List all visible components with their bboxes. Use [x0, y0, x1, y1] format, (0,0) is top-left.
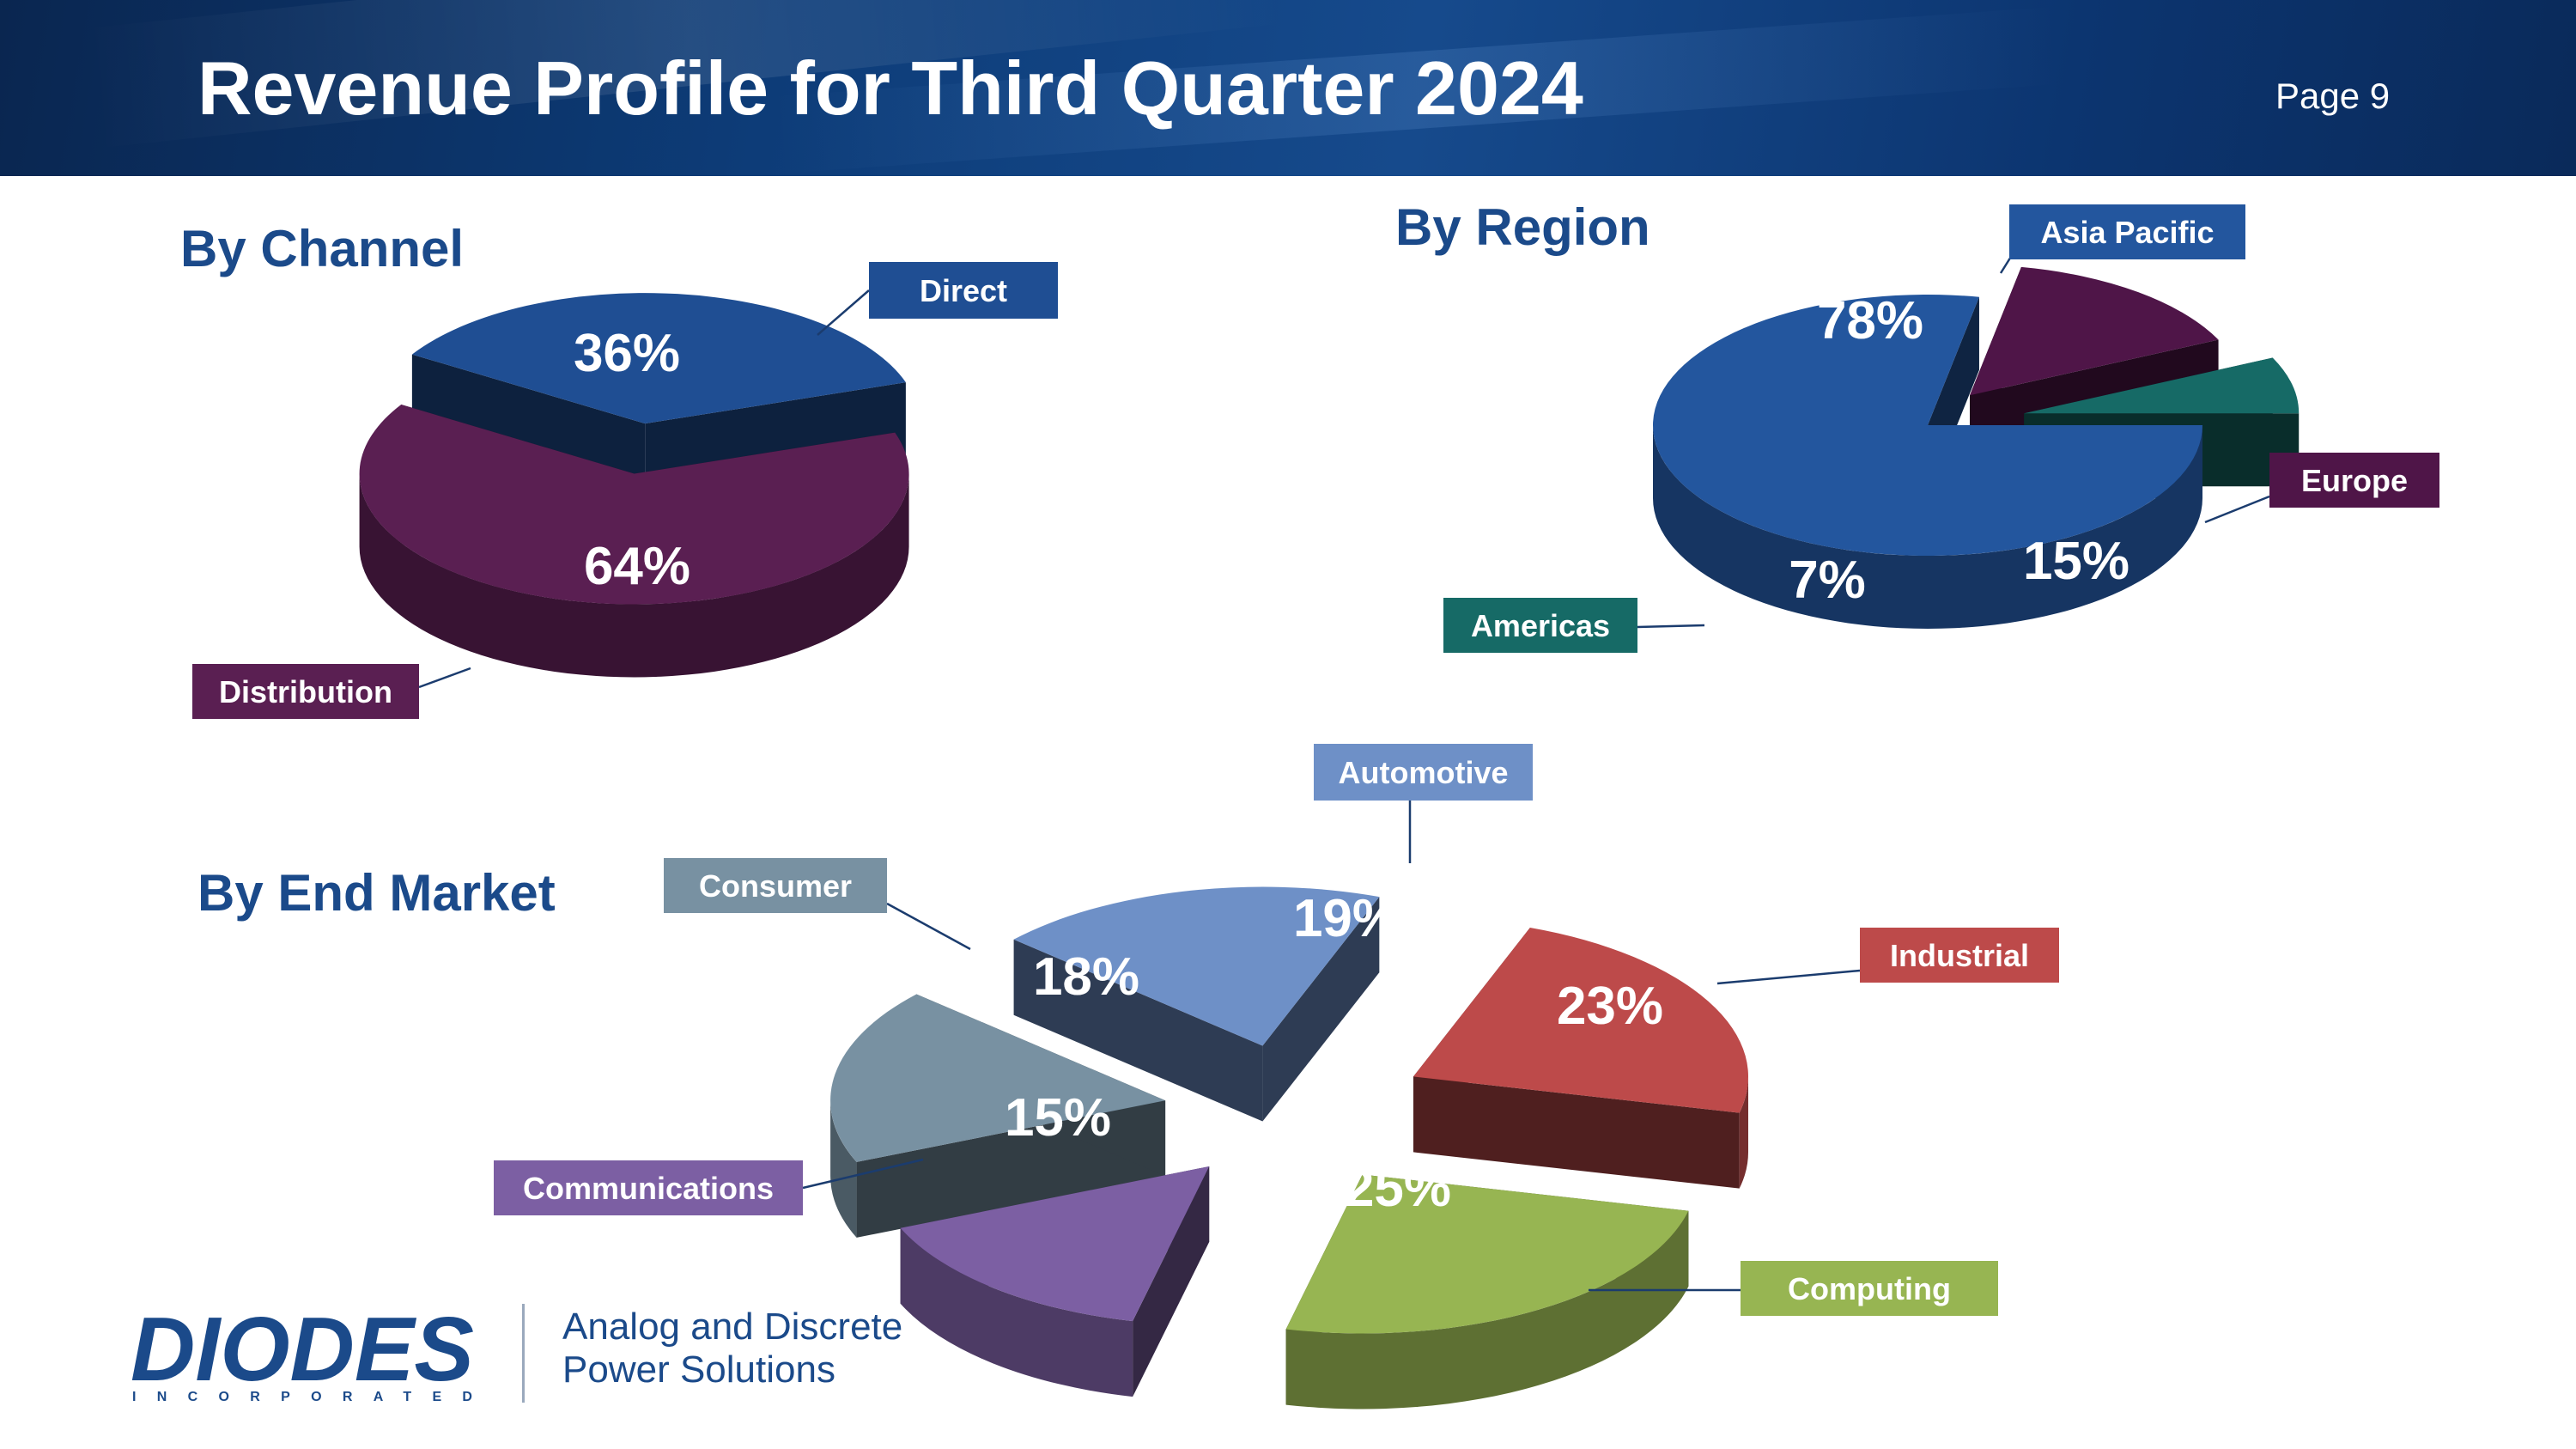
- slice-automotive: [1013, 886, 1380, 1122]
- value-label-asia-pacific: 78%: [1817, 291, 1923, 350]
- slice-industrial-wall: [1739, 1076, 1749, 1189]
- slice-distribution-top: [359, 405, 909, 605]
- category-label-computing: Computing: [1788, 1271, 1951, 1306]
- leader-industrial: [1716, 969, 1861, 985]
- slice-asia-pacific-wall: [1653, 425, 2202, 629]
- slice-industrial-side: [1413, 1076, 1740, 1189]
- category-label-asia-pacific: Asia Pacific: [2040, 215, 2214, 250]
- slice-asia-pacific-top: [1653, 295, 2202, 556]
- category-label-automotive: Automotive: [1339, 755, 1509, 790]
- label-box-industrial: [1860, 928, 2059, 983]
- value-label-communications: 15%: [1005, 1088, 1111, 1148]
- label-box-distribution: [192, 664, 419, 719]
- leader-americas: [1637, 624, 1705, 629]
- category-label-consumer: Consumer: [699, 868, 852, 904]
- slice-automotive-top: [1013, 886, 1380, 1046]
- by-end-market-title: By End Market: [197, 864, 556, 922]
- slice-industrial: [1413, 928, 1749, 1189]
- slice-industrial-top: [1413, 928, 1749, 1113]
- by-region-pie: [1653, 266, 2300, 629]
- logo-text: DIODES: [131, 1301, 474, 1400]
- label-box-communications: [494, 1160, 803, 1215]
- slice-communications-top: [900, 1166, 1210, 1322]
- value-label-automotive: 19%: [1293, 889, 1400, 948]
- value-label-europe: 15%: [2023, 532, 2129, 591]
- leader-distribution: [418, 667, 471, 689]
- label-box-computing: [1741, 1261, 1998, 1316]
- label-box-consumer: [664, 858, 887, 913]
- diodes-logo: DIODES INCORPORATED: [131, 1301, 474, 1404]
- leader-communications: [802, 1158, 924, 1190]
- slice-automotive-side: [1013, 939, 1263, 1122]
- label-box-europe: [2269, 453, 2439, 508]
- slice-computing-wall: [1285, 1210, 1689, 1409]
- slice-distribution-wall: [359, 473, 909, 678]
- tagline-line-1: Analog and Discrete: [562, 1306, 903, 1348]
- category-label-europe: Europe: [2301, 463, 2408, 498]
- value-label-direct: 36%: [574, 324, 680, 383]
- category-label-communications: Communications: [523, 1171, 774, 1206]
- footer-tagline: Analog and Discrete Power Solutions: [562, 1306, 902, 1391]
- slice-americas-top: [2024, 357, 2300, 414]
- category-label-americas: Americas: [1471, 608, 1610, 643]
- by-channel-title: By Channel: [180, 220, 465, 277]
- label-box-americas: [1443, 598, 1637, 653]
- slice-distribution: [359, 405, 909, 678]
- category-label-direct: Direct: [920, 273, 1007, 308]
- slice-automotive-side: [1262, 897, 1380, 1122]
- by-region-title: By Region: [1395, 198, 1650, 256]
- leader-direct: [817, 289, 870, 336]
- header-banner: Revenue Profile for Third Quarter 2024 P…: [0, 0, 2576, 176]
- slice-computing: [1285, 1174, 1689, 1409]
- footer-divider: [522, 1304, 525, 1403]
- page-title: Revenue Profile for Third Quarter 2024: [197, 46, 1583, 131]
- slice-consumer-top: [830, 994, 1166, 1162]
- slice-direct-top: [411, 293, 906, 424]
- by-end-market-pie: [830, 886, 1749, 1409]
- label-box-automotive: [1314, 744, 1533, 801]
- tagline-line-2: Power Solutions: [562, 1349, 835, 1391]
- value-label-distribution: 64%: [584, 537, 690, 596]
- by-channel-pie: [359, 293, 909, 678]
- page-number: Page 9: [2275, 76, 2391, 116]
- value-label-industrial: 23%: [1557, 977, 1663, 1036]
- value-label-computing: 25%: [1345, 1159, 1451, 1218]
- slice-europe-top: [1970, 266, 2219, 396]
- label-box-direct: [869, 262, 1058, 319]
- value-label-consumer: 18%: [1033, 947, 1139, 1007]
- slice-communications: [900, 1166, 1210, 1397]
- value-label-americas: 7%: [1789, 551, 1866, 610]
- category-label-distribution: Distribution: [219, 674, 392, 709]
- leader-consumer: [886, 902, 971, 951]
- slice-asia-pacific: [1653, 295, 2202, 629]
- slice-communications-wall: [900, 1227, 1133, 1397]
- category-label-industrial: Industrial: [1890, 938, 2029, 973]
- label-box-asia-pacific: [2009, 204, 2245, 259]
- slice-consumer-wall: [830, 1100, 857, 1238]
- leader-europe: [2204, 495, 2270, 524]
- slice-consumer: [830, 994, 1166, 1238]
- slice-computing-top: [1285, 1174, 1689, 1334]
